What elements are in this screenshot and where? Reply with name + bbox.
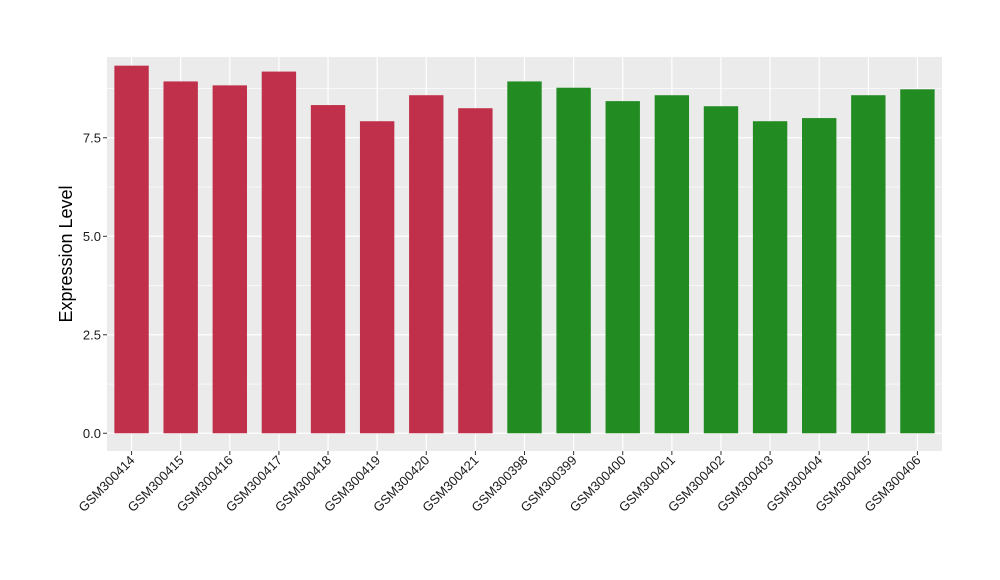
y-axis-title: Expression Level [56, 185, 76, 322]
x-axis: GSM300414GSM300415GSM300416GSM300417GSM3… [75, 451, 924, 515]
y-tick-label: 7.5 [83, 130, 101, 145]
bar-gsm300403 [752, 121, 788, 434]
bar-gsm300401 [654, 95, 690, 434]
bar-gsm300418 [310, 105, 346, 434]
y-tick-label: 0.0 [83, 426, 101, 441]
bars [114, 65, 935, 434]
bar-gsm300406 [900, 89, 935, 434]
bar-gsm300416 [212, 85, 247, 434]
bar-gsm300399 [556, 87, 591, 434]
bar-gsm300419 [359, 121, 395, 434]
bar-gsm300405 [851, 95, 886, 434]
bar-gsm300421 [458, 108, 493, 434]
bar-gsm300414 [114, 65, 149, 434]
bar-gsm300402 [703, 106, 739, 434]
y-tick-label: 5.0 [83, 229, 101, 244]
y-axis: 0.0 2.5 5.0 7.5 [83, 130, 107, 441]
bar-gsm300398 [507, 81, 542, 434]
bar-gsm300404 [802, 118, 837, 434]
bar-gsm300420 [409, 95, 444, 434]
bar-gsm300417 [261, 71, 297, 434]
bar-gsm300400 [605, 101, 640, 434]
y-tick-label: 2.5 [83, 327, 101, 342]
bar-gsm300415 [163, 81, 198, 434]
